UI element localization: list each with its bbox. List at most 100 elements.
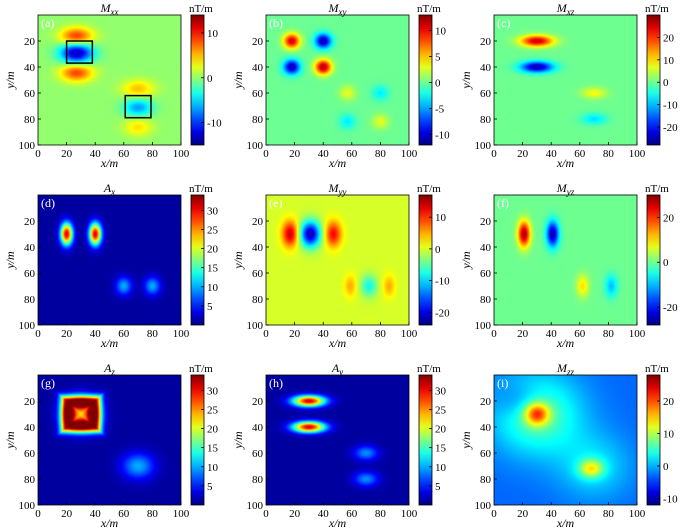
heatmap-image [494, 375, 637, 505]
x-tick-label: 0 [263, 508, 269, 520]
y-tick-label: 60 [252, 268, 264, 280]
y-tick-label: 20 [480, 396, 492, 408]
colorbar-tick-label: 20 [663, 32, 675, 44]
y-tick-label: 100 [247, 320, 264, 332]
colorbar-tick-label: 10 [663, 55, 675, 67]
colorbar-tick-label: 5 [207, 481, 213, 493]
colorbar-tick-label: 25 [435, 404, 447, 416]
colorbar-tick-label: 20 [207, 244, 219, 256]
colorbar-tick-label: -10 [435, 130, 450, 142]
plot-frame [37, 14, 182, 146]
colorbar-tick-label: 0 [663, 77, 669, 89]
colorbar-unit: nT/m [189, 183, 213, 195]
y-axis-label: y/m [459, 251, 473, 270]
x-tick-label: 100 [401, 328, 418, 340]
y-tick-label: 20 [24, 216, 36, 228]
y-tick-label: 20 [24, 396, 36, 408]
y-tick-label: 20 [252, 396, 264, 408]
y-tick-label: 80 [252, 114, 264, 126]
chart-title: Mzz [556, 361, 575, 377]
y-tick-label: 80 [480, 474, 492, 486]
x-tick-label: 40 [318, 328, 330, 340]
y-tick-label: 60 [480, 268, 492, 280]
x-axis-label: x/m [556, 336, 575, 350]
x-tick-label: 0 [35, 328, 41, 340]
x-tick-label: 0 [263, 148, 269, 160]
colorbar-tick-label: 30 [207, 205, 219, 217]
y-tick-label: 40 [252, 422, 264, 434]
y-tick-label: 60 [480, 448, 492, 460]
panel-label: (f) [497, 196, 509, 210]
heatmap-image [266, 15, 409, 145]
colorbar [646, 374, 661, 506]
x-tick-label: 80 [603, 148, 615, 160]
y-tick-label: 40 [24, 422, 36, 434]
y-tick-label: 100 [247, 140, 264, 152]
x-axis-label: x/m [100, 336, 119, 350]
x-tick-label: 0 [263, 328, 269, 340]
x-tick-label: 60 [346, 508, 358, 520]
x-tick-label: 40 [90, 148, 102, 160]
x-tick-label: 60 [346, 148, 358, 160]
colorbar-tick-label: -10 [435, 276, 450, 288]
y-tick-label: 80 [252, 474, 264, 486]
panel-label: (d) [41, 196, 55, 210]
chart-panel-7: 0 20 40 60 80 100 20 40 60 80 100 x/m y/m Az (g) 30 25 20… [3, 361, 219, 530]
colorbar [418, 194, 433, 326]
plot-frame [37, 194, 182, 326]
chart-panel-4: 0 20 40 60 80 100 20 40 60 80 100 x/m y/m Ax (d) 30 25 20… [3, 181, 219, 350]
plot-frame [493, 194, 638, 326]
x-tick-label: 80 [375, 508, 387, 520]
y-axis-label: y/m [231, 431, 245, 450]
colorbar-tick-label: 15 [435, 443, 447, 455]
colorbar-tick-label: 25 [207, 404, 219, 416]
x-axis-label: x/m [100, 516, 119, 530]
x-axis-label: x/m [328, 156, 347, 170]
x-tick-label: 60 [574, 328, 586, 340]
colorbar-tick-label: 5 [435, 481, 441, 493]
chart-panel-3: 0 20 40 60 80 10020406080100x/my/mMxz(c)20100… [459, 1, 678, 170]
colorbar [190, 14, 205, 146]
heatmap-image [266, 195, 409, 325]
x-tick-label: 20 [517, 148, 529, 160]
x-tick-label: 60 [574, 508, 586, 520]
x-tick-label: 20 [289, 148, 301, 160]
colorbar [418, 374, 433, 506]
colorbar-unit: nT/m [645, 183, 669, 195]
source-box-1 [65, 40, 94, 64]
colorbar-unit: nT/m [417, 3, 441, 15]
chart-panel-8: 0 20 40 60 80 100 20 40 60 80 100 x/m y/m Ay (h) 30 25 20… [231, 361, 447, 530]
heatmap-image [38, 195, 181, 325]
x-tick-label: 20 [517, 328, 529, 340]
x-tick-label: 0 [35, 148, 41, 160]
plot-frame [265, 194, 410, 326]
colorbar-tick-label: 5 [435, 52, 441, 64]
colorbar-unit: nT/m [645, 3, 669, 15]
x-tick-label: 100 [173, 508, 190, 520]
y-tick-label: 60 [252, 88, 264, 100]
chart-title: Ax [103, 181, 115, 197]
chart-title: Ay [331, 361, 343, 377]
y-tick-label: 80 [252, 294, 264, 306]
chart-title: Myz [556, 181, 575, 197]
y-tick-label: 100 [247, 500, 264, 512]
colorbar-tick-label: 0 [663, 461, 669, 473]
colorbar [190, 194, 205, 326]
panel-label: (c) [497, 16, 510, 30]
y-tick-label: 60 [24, 448, 36, 460]
plot-frame [37, 374, 182, 506]
x-tick-label: 0 [35, 508, 41, 520]
panel-label: (b) [269, 16, 283, 30]
x-axis-label: x/m [556, 516, 575, 530]
chart-title: Mxz [556, 1, 575, 17]
y-axis-label: y/m [231, 251, 245, 270]
chart-panel-6: 0 20 40 60 80 100 20 40 60 80 100 x/m y/m Myz (f) 20 0 -2… [459, 181, 678, 350]
colorbar-tick-label: -10 [207, 118, 222, 130]
x-tick-label: 100 [173, 328, 190, 340]
x-tick-label: 80 [147, 148, 159, 160]
y-tick-label: 80 [24, 294, 36, 306]
y-tick-label: 40 [252, 242, 264, 254]
chart-title: Az [103, 361, 115, 377]
chart-title: Mxx [100, 1, 119, 17]
y-tick-label: 40 [480, 62, 492, 74]
